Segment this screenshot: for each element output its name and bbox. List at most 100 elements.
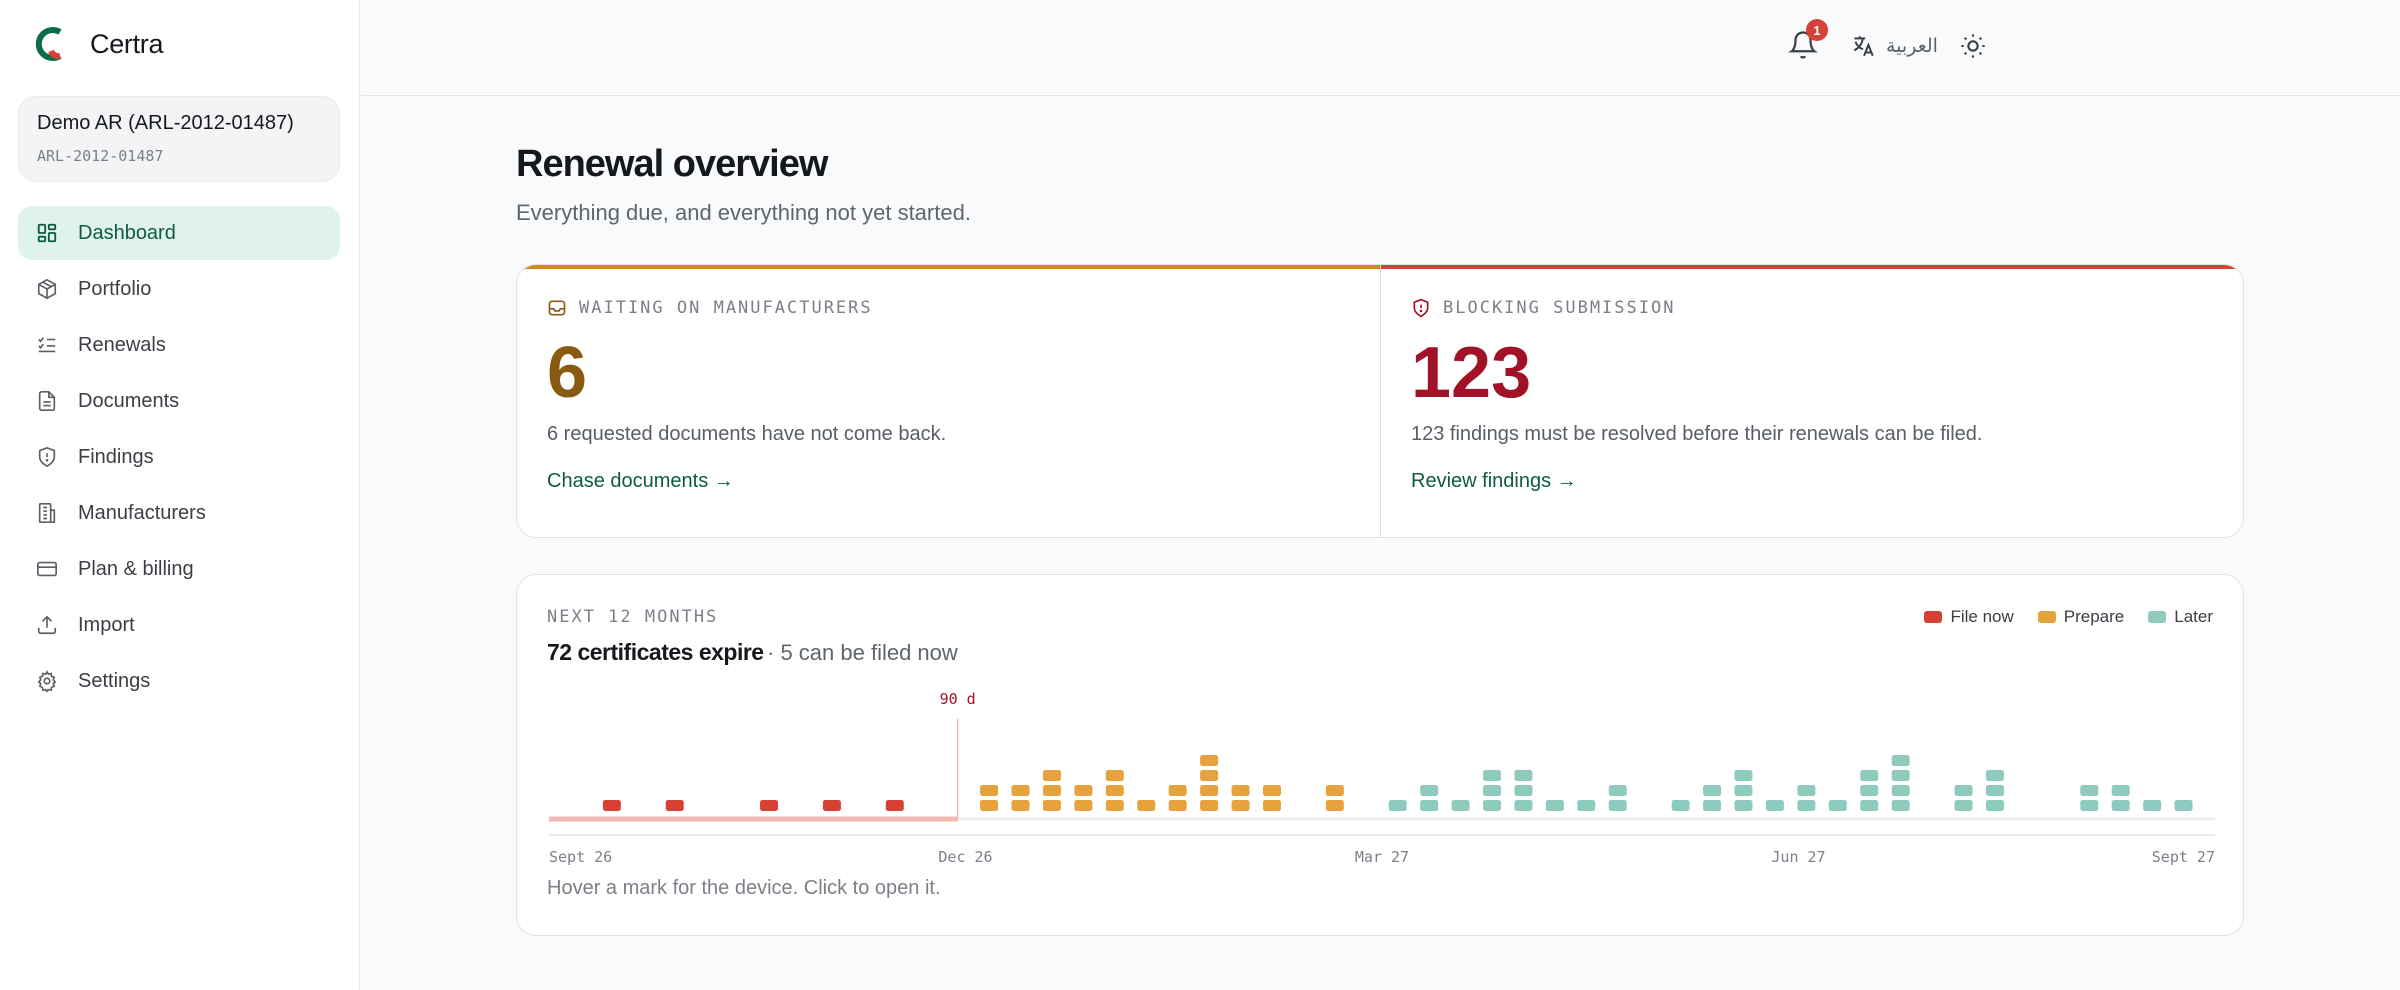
renewal-mark (2080, 785, 2099, 796)
page-title: Renewal overview (516, 143, 828, 185)
renewal-mark (1860, 800, 1879, 811)
sidebar-item-manufacturers[interactable]: Manufacturers (18, 486, 340, 540)
sidebar-item-documents[interactable]: Documents (18, 374, 340, 428)
review-findings-link[interactable]: Review findings → (1411, 470, 1577, 492)
kpi-accent-bar (517, 265, 1380, 269)
sidebar-item-portfolio[interactable]: Portfolio (18, 262, 340, 316)
inbox-icon (548, 300, 566, 316)
chase-documents-link[interactable]: Chase documents → (547, 470, 734, 492)
building-icon (36, 502, 58, 524)
org-code: ARL-2012-01487 (37, 147, 164, 165)
renewal-mark (1200, 800, 1219, 811)
language-switcher[interactable]: العربية (1850, 32, 1938, 60)
renewal-mark (1891, 785, 1910, 796)
sidebar-item-label: Findings (78, 445, 154, 468)
kpi-description: 6 requested documents have not come back… (547, 423, 947, 445)
renewal-mark (1891, 755, 1910, 766)
kpi-label: WAITING ON MANUFACTURERS (579, 298, 873, 318)
renewal-timeline-card: NEXT 12 MONTHS 72 certificates expire · … (516, 574, 2244, 936)
renewal-mark (1860, 785, 1879, 796)
renewal-mark (1608, 785, 1627, 796)
renewal-mark (822, 800, 841, 811)
sidebar-item-label: Settings (78, 669, 151, 692)
sidebar-item-label: Portfolio (78, 277, 152, 300)
notification-badge: 1 (1806, 19, 1828, 41)
renewal-mark (1985, 785, 2004, 796)
sun-icon[interactable] (1959, 32, 1987, 60)
renewal-mark (1042, 800, 1061, 811)
sidebar: Certra Demo AR (ARL-2012-01487) ARL-2012… (0, 0, 360, 990)
renewal-mark (1451, 800, 1470, 811)
renewal-mark (1954, 800, 1973, 811)
renewal-mark (2143, 800, 2162, 811)
x-tick-label: Jun 27 (1771, 848, 1825, 866)
renewal-mark (602, 800, 621, 811)
sidebar-item-label: Renewals (78, 333, 166, 356)
renewal-mark (1200, 755, 1219, 766)
sidebar-item-renewals[interactable]: Renewals (18, 318, 340, 372)
kpi-value: 123 (1411, 333, 1532, 413)
checklist-icon (36, 334, 58, 356)
x-tick-label: Sept 27 (2152, 848, 2215, 866)
renewal-mark (1420, 785, 1439, 796)
shield-alert-icon (1413, 298, 1429, 318)
topbar (361, 0, 2400, 96)
gear-icon (36, 670, 58, 692)
renewal-mark (1325, 800, 1344, 811)
renewal-mark (1388, 800, 1407, 811)
renewal-mark (1105, 770, 1124, 781)
brand[interactable]: Certra (34, 22, 164, 66)
threshold-label: 90 d (940, 690, 976, 708)
renewal-mark (1608, 800, 1627, 811)
sidebar-item-settings[interactable]: Settings (18, 654, 340, 708)
sidebar-nav: Dashboard Portfolio Renewals Documents F… (18, 206, 340, 710)
timeline-hint: Hover a mark for the device. Click to op… (547, 877, 941, 899)
renewal-mark (1860, 770, 1879, 781)
bell-icon[interactable] (1788, 30, 1818, 60)
sidebar-item-dashboard[interactable]: Dashboard (18, 206, 340, 260)
legend-item-prepare: Prepare (2037, 607, 2125, 627)
renewal-mark (1734, 800, 1753, 811)
renewal-mark (1797, 800, 1816, 811)
renewal-mark (1954, 785, 1973, 796)
renewal-mark (2174, 800, 2193, 811)
renewal-mark (1514, 800, 1533, 811)
renewal-mark (1577, 800, 1596, 811)
legend-label: File now (1950, 607, 2014, 626)
renewal-mark (1545, 800, 1564, 811)
renewal-mark (1420, 800, 1439, 811)
x-tick-label: Sept 26 (549, 848, 612, 866)
legend-label: Prepare (2063, 607, 2125, 626)
legend-swatch (2148, 611, 2167, 623)
brand-name: Certra (90, 28, 164, 59)
sidebar-item-label: Dashboard (78, 221, 176, 244)
sidebar-item-label: Plan & billing (78, 557, 194, 580)
renewal-mark (1734, 785, 1753, 796)
renewal-mark (1891, 800, 1910, 811)
renewal-mark (1262, 785, 1281, 796)
renewal-mark (1137, 800, 1156, 811)
renewal-mark (1231, 800, 1250, 811)
renewal-mark (1514, 770, 1533, 781)
renewal-mark (1074, 785, 1093, 796)
org-switcher[interactable]: Demo AR (ARL-2012-01487) ARL-2012-01487 (18, 96, 340, 182)
renewal-mark (1168, 785, 1187, 796)
legend-swatch (1924, 611, 1943, 623)
sidebar-item-plan-billing[interactable]: Plan & billing (18, 542, 340, 596)
sidebar-item-import[interactable]: Import (18, 598, 340, 652)
chart-legend: File now Prepare Later (1924, 607, 2213, 627)
legend-item-file-now: File now (1924, 607, 2014, 627)
renewal-mark (1042, 785, 1061, 796)
certra-logo-icon (35, 27, 62, 61)
renewal-mark (1042, 770, 1061, 781)
renewal-mark (1105, 800, 1124, 811)
renewal-mark (1985, 800, 2004, 811)
renewal-mark (1483, 785, 1502, 796)
renewal-mark (2111, 800, 2130, 811)
renewal-mark (1074, 800, 1093, 811)
page-subtitle: Everything due, and everything not yet s… (516, 200, 971, 225)
sidebar-item-findings[interactable]: Findings (18, 430, 340, 484)
kpi-description: 123 findings must be resolved before the… (1411, 423, 1983, 445)
timeline-eyebrow: NEXT 12 MONTHS (547, 607, 719, 627)
renewal-mark (2111, 785, 2130, 796)
